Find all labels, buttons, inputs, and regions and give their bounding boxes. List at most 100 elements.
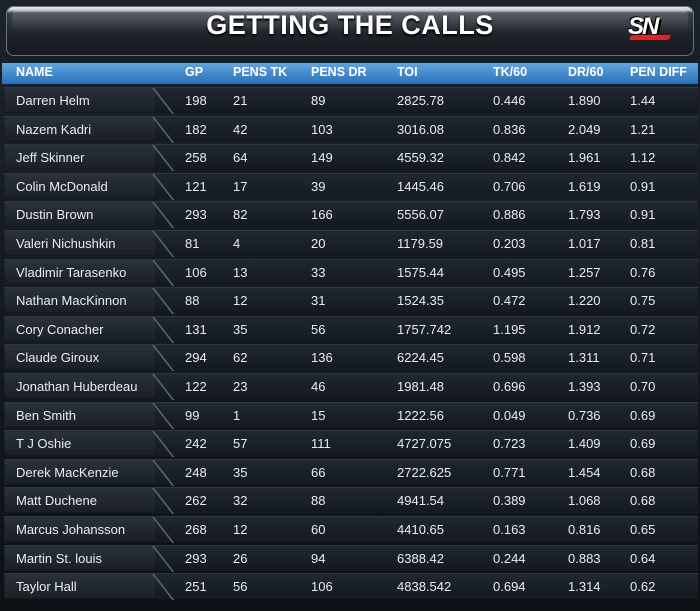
cell-gp: 88	[185, 293, 200, 309]
sn-logo: SN	[628, 13, 674, 43]
cell-pens-tk: 64	[233, 150, 248, 166]
table-row: Taylor Hall 251 56 106 4838.542 0.694 1.314 0.6…	[0, 572, 700, 601]
cell-toi: 4410.65	[397, 522, 444, 537]
name-cell-background	[5, 259, 155, 284]
cell-dr-60: 1.314	[568, 579, 601, 595]
cell-dr-60: 1.890	[568, 93, 601, 108]
cell-pens-dr: 56	[311, 321, 326, 337]
cell-pens-dr: 136	[311, 350, 333, 366]
cell-tk-60: 0.203	[493, 236, 526, 251]
cell-pen-diff: 0.70	[630, 379, 656, 394]
cell-pens-dr: 149	[311, 150, 333, 166]
cell-name: Ben Smith	[16, 407, 76, 423]
cell-pen-diff: 0.64	[630, 550, 656, 566]
name-cell-background	[5, 202, 155, 227]
cell-tk-60: 0.472	[493, 293, 526, 309]
name-cell-background	[5, 459, 155, 484]
cell-name: Marcus Johansson	[16, 522, 126, 537]
cell-name: Derek MacKenzie	[16, 464, 119, 480]
cell-pen-diff: 0.76	[630, 264, 656, 280]
cell-gp: 122	[185, 379, 207, 394]
cell-dr-60: 1.017	[568, 236, 601, 251]
cell-gp: 242	[185, 436, 207, 452]
name-cell-background	[5, 116, 155, 141]
cell-pens-tk: 13	[233, 264, 248, 280]
cell-gp: 198	[185, 93, 207, 108]
cell-name: Valeri Nichushkin	[16, 236, 116, 251]
cell-name: Jonathan Huberdeau	[16, 379, 138, 394]
cell-pens-tk: 12	[233, 522, 248, 537]
cell-pen-diff: 0.91	[630, 207, 656, 223]
cell-toi: 5556.07	[397, 207, 444, 223]
name-cell-background	[5, 517, 155, 541]
table-row: Nathan MacKinnon 88 12 31 1524.35 0.472 1.220 0…	[0, 286, 700, 315]
name-cell-background	[5, 374, 155, 398]
name-cell-background	[5, 316, 155, 341]
cell-dr-60: 1.220	[568, 293, 601, 309]
name-cell-background	[5, 288, 155, 313]
cell-pens-tk: 21	[233, 93, 248, 108]
name-cell-background	[5, 488, 155, 513]
cell-toi: 4941.54	[397, 493, 444, 509]
cell-pens-tk: 26	[233, 550, 248, 566]
cell-pens-tk: 23	[233, 379, 248, 394]
cell-pen-diff: 0.81	[630, 236, 656, 251]
cell-dr-60: 1.257	[568, 264, 601, 280]
cell-toi: 6388.42	[397, 550, 444, 566]
cell-toi: 1445.46	[397, 178, 444, 194]
cell-pen-diff: 0.68	[630, 493, 656, 509]
cell-pens-tk: 57	[233, 436, 248, 452]
cell-pens-dr: 15	[311, 407, 326, 423]
cell-pens-dr: 39	[311, 178, 326, 194]
cell-toi: 3016.08	[397, 121, 444, 137]
table-row: Valeri Nichushkin 81 4 20 1179.59 0.203 1.017 0…	[0, 229, 700, 257]
cell-pen-diff: 0.68	[630, 464, 656, 480]
cell-dr-60: 1.311	[568, 350, 600, 366]
cell-dr-60: 0.883	[568, 550, 601, 566]
cell-pens-dr: 103	[311, 121, 333, 137]
cell-tk-60: 0.696	[493, 379, 526, 394]
table-row: Colin McDonald 121 17 39 1445.46 0.706 1.619 0.…	[0, 172, 700, 200]
table-row: Cory Conacher 131 35 56 1757.742 1.195 1.912 0.…	[0, 315, 700, 343]
cell-dr-60: 1.068	[568, 493, 601, 509]
cell-pens-tk: 12	[233, 293, 248, 309]
cell-toi: 4559.32	[397, 150, 444, 166]
cell-pen-diff: 0.75	[630, 293, 656, 309]
cell-gp: 293	[185, 207, 207, 223]
cell-gp: 294	[185, 350, 207, 366]
cell-toi: 1524.35	[397, 293, 444, 309]
cell-name: Vladimir Tarasenko	[16, 264, 127, 280]
table-row: Jonathan Huberdeau 122 23 46 1981.48 0.696 1.3…	[0, 372, 700, 400]
cell-pens-dr: 89	[311, 93, 326, 108]
cell-pens-tk: 62	[233, 350, 248, 366]
page-title: GETTING THE CALLS	[206, 10, 494, 40]
title-bar	[6, 6, 694, 56]
cell-pen-diff: 1.21	[630, 121, 656, 137]
cell-gp: 131	[185, 321, 207, 337]
cell-gp: 106	[185, 264, 207, 280]
cell-pen-diff: 1.12	[630, 150, 656, 166]
cell-dr-60: 1.793	[568, 207, 601, 223]
column-header-name: NAME	[16, 65, 53, 79]
cell-pens-tk: 17	[233, 178, 248, 194]
cell-pens-tk: 35	[233, 321, 248, 337]
name-cell-background	[5, 545, 155, 570]
cell-dr-60: 2.049	[568, 121, 601, 137]
cell-gp: 293	[185, 550, 207, 566]
sn-logo-swoosh-icon	[628, 35, 672, 40]
column-header-pens-tk: PENS TK	[233, 65, 288, 79]
cell-name: Dustin Brown	[16, 207, 94, 223]
cell-name: Darren Helm	[16, 93, 90, 108]
table-row: Martin St. louis 293 26 94 6388.42 0.244 0.883…	[0, 544, 700, 572]
column-header-pens-dr: PENS DR	[311, 65, 367, 79]
cell-toi: 2825.78	[397, 93, 444, 108]
column-header-toi: TOI	[397, 65, 418, 79]
cell-gp: 262	[185, 493, 207, 509]
cell-pens-tk: 82	[233, 207, 248, 223]
name-cell-background	[5, 145, 155, 170]
cell-toi: 1575.44	[397, 264, 444, 280]
name-cell-background	[5, 88, 155, 112]
cell-dr-60: 1.409	[568, 436, 601, 452]
name-cell-background	[5, 345, 155, 370]
